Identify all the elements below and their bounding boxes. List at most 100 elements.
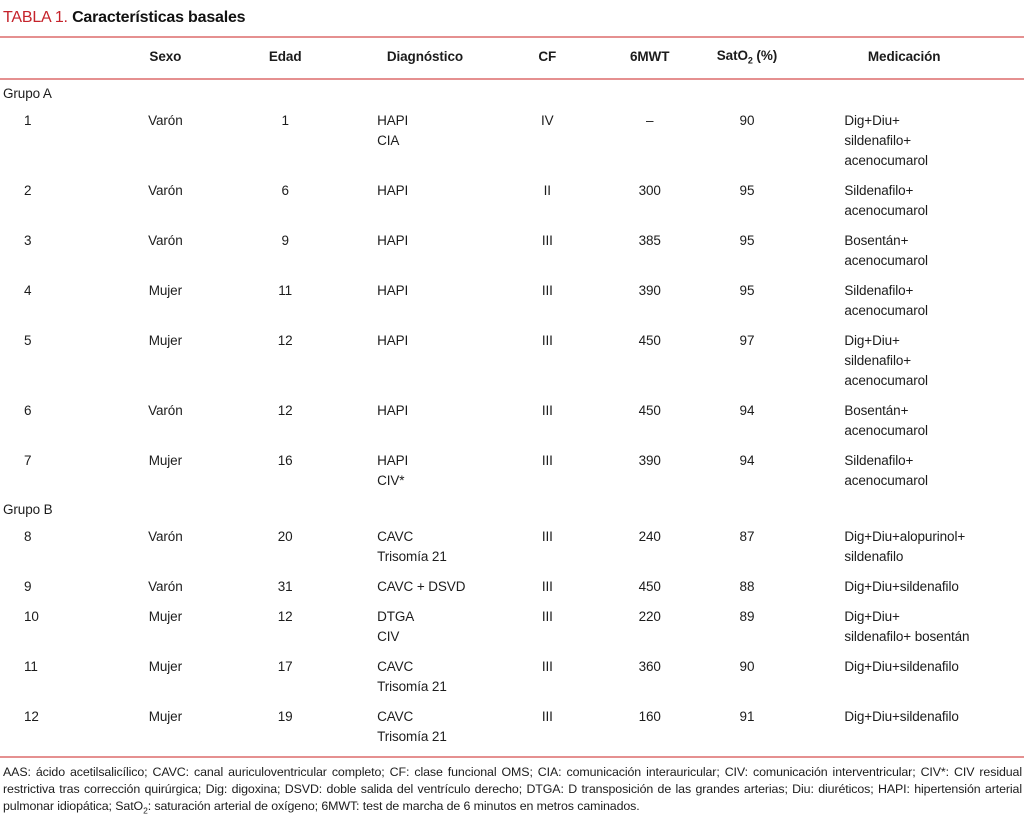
group-header-row: Grupo B	[0, 496, 1024, 522]
sexo-cell: Mujer	[148, 332, 182, 348]
cf-cell: III	[541, 452, 553, 468]
medicacion-cell: Dig+Diu+ sildenafilo+ acenocumarol	[784, 106, 1024, 176]
sato2-cell: 97	[739, 332, 755, 348]
cf-cell: III	[541, 608, 553, 624]
medicacion-cell-line: acenocumarol	[844, 302, 928, 318]
edad-cell: 31	[277, 578, 293, 594]
medicacion-cell-line: Bosentán+	[844, 232, 909, 248]
edad-cell: 6	[281, 182, 289, 198]
medicacion-cell-line: acenocumarol	[844, 372, 928, 388]
medicacion-cell-line: acenocumarol	[844, 252, 928, 268]
diagnostico-cell-line: CAVC	[377, 658, 414, 674]
medicacion-cell-line: Dig+Diu+sildenafilo	[844, 578, 959, 594]
6mwt-cell: 240	[638, 528, 661, 544]
medicacion-cell-line: acenocumarol	[844, 422, 928, 438]
table-row: 1 Varón 1 HAPI CIA IV – 90 Dig+Diu+ sildenafilo+ a…	[0, 106, 1024, 176]
sexo-cell: Varón	[148, 402, 183, 418]
sato2-cell: 90	[739, 112, 755, 128]
medicacion-cell: Dig+Diu+ sildenafilo+ bosentán	[784, 602, 1024, 652]
footnote-subscript: 2	[143, 805, 148, 816]
medicacion-cell-line: Dig+Diu+	[844, 608, 900, 624]
diagnostico-cell: HAPI	[345, 396, 505, 446]
diagnostico-cell-line: HAPI	[377, 112, 409, 128]
medicacion-cell: Bosentán+ acenocumarol	[784, 396, 1024, 446]
sato2-cell: 88	[739, 578, 755, 594]
diagnostico-cell: HAPI	[345, 276, 505, 326]
cf-cell: II	[543, 182, 551, 198]
patient-number-cell: 11	[24, 658, 38, 674]
baseline-characteristics-table: Sexo Edad Diagnóstico CF 6MWT SatO2 (%) …	[0, 38, 1024, 752]
footnote-text-post: : saturación arterial de oxígeno; 6MWT: …	[147, 798, 640, 813]
diagnostico-cell-line: Trisomía 21	[377, 678, 447, 694]
diagnostico-cell: HAPI	[345, 176, 505, 226]
cf-cell: III	[541, 578, 553, 594]
table-footnote: AAS: ácido acetilsalicílico; CAVC: canal…	[0, 755, 1024, 819]
medicacion-cell: Sildenafilo+ acenocumarol	[784, 276, 1024, 326]
medicacion-cell: Sildenafilo+ acenocumarol	[784, 176, 1024, 226]
group-label: Grupo A	[3, 85, 52, 101]
sato2-cell: 95	[739, 232, 755, 248]
table-title-text: Características basales	[72, 9, 246, 26]
diagnostico-cell-line: Trisomía 21	[377, 728, 447, 744]
diagnostico-cell: CAVC Trisomía 21	[345, 702, 505, 752]
table-row: 5 Mujer 12 HAPI III 450 97 Dig+Diu+ sildenafilo+…	[0, 326, 1024, 396]
6mwt-cell: 390	[638, 452, 661, 468]
sato2-cell: 91	[739, 708, 755, 724]
table-row: 7 Mujer 16 HAPI CIV* III 390 94 Sildenafilo+ acen…	[0, 446, 1024, 496]
diagnostico-cell-line: HAPI	[377, 282, 409, 298]
diagnostico-cell-line: CAVC + DSVD	[377, 578, 466, 594]
patient-number-cell: 1	[24, 112, 32, 128]
diagnostico-cell-line: CIA	[377, 132, 400, 148]
6mwt-cell: 390	[638, 282, 661, 298]
6mwt-cell: 450	[638, 578, 661, 594]
medicacion-cell-line: Sildenafilo+	[844, 182, 914, 198]
medicacion-cell-line: Dig+Diu+	[844, 112, 900, 128]
table-row: 8 Varón 20 CAVC Trisomía 21 III 240 87 Dig+Diu+a…	[0, 522, 1024, 572]
group-header-row: Grupo A	[0, 79, 1024, 106]
sato2-cell: 94	[739, 402, 755, 418]
cf-cell: III	[541, 282, 553, 298]
cf-cell: III	[541, 402, 553, 418]
diagnostico-cell-line: CIV	[377, 628, 400, 644]
medicacion-cell: Dig+Diu+sildenafilo	[784, 702, 1024, 752]
diagnostico-cell-line: HAPI	[377, 182, 409, 198]
medicacion-cell: Dig+Diu+sildenafilo	[784, 572, 1024, 602]
table-body: Grupo A 1 Varón 1 HAPI CIA IV –90 Dig+Diu+ silden…	[0, 79, 1024, 752]
cf-cell: III	[541, 528, 553, 544]
table-number-label: TABLA 1.	[3, 9, 68, 26]
table-header: Sexo Edad Diagnóstico CF 6MWT SatO2 (%) …	[0, 38, 1024, 79]
6mwt-cell: 220	[638, 608, 661, 624]
cf-cell: IV	[541, 112, 554, 128]
column-header-sato2: SatO2 (%)	[716, 48, 778, 66]
6mwt-cell: 450	[638, 332, 661, 348]
medicacion-cell-line: acenocumarol	[844, 472, 928, 488]
cf-cell: III	[541, 708, 553, 724]
medicacion-cell-line: acenocumarol	[844, 202, 928, 218]
sato2-cell: 87	[739, 528, 755, 544]
6mwt-cell: 450	[638, 402, 661, 418]
diagnostico-cell: CAVC + DSVD	[345, 572, 505, 602]
table-title: TABLA 1. Características basales	[0, 0, 1024, 36]
sexo-cell: Mujer	[148, 658, 182, 674]
edad-cell: 12	[277, 608, 293, 624]
patient-number-cell: 9	[24, 578, 32, 594]
cf-cell: III	[541, 332, 553, 348]
edad-cell: 17	[277, 658, 293, 674]
sexo-cell: Varón	[148, 232, 183, 248]
sato2-cell: 95	[739, 282, 755, 298]
table-row: 11 Mujer 17 CAVC Trisomía 21 III 360 90 Dig+Diu+…	[0, 652, 1024, 702]
patient-number-cell: 3	[24, 232, 32, 248]
sato2-cell: 94	[739, 452, 755, 468]
column-header-sexo: Sexo	[149, 49, 182, 65]
patient-number-cell: 2	[24, 182, 32, 198]
medicacion-cell-line: sildenafilo+	[844, 132, 912, 148]
table-row: 3 Varón 9 HAPI III 385 95 Bosentán+ acenocumarol	[0, 226, 1024, 276]
patient-number-cell: 10	[24, 608, 39, 624]
column-header-diagnostico: Diagnóstico	[386, 49, 463, 65]
diagnostico-cell-line: CAVC	[377, 528, 414, 544]
sexo-cell: Varón	[148, 182, 183, 198]
sexo-cell: Varón	[148, 112, 183, 128]
medicacion-cell-line: sildenafilo+	[844, 352, 912, 368]
medicacion-cell-line: Dig+Diu+sildenafilo	[844, 658, 959, 674]
